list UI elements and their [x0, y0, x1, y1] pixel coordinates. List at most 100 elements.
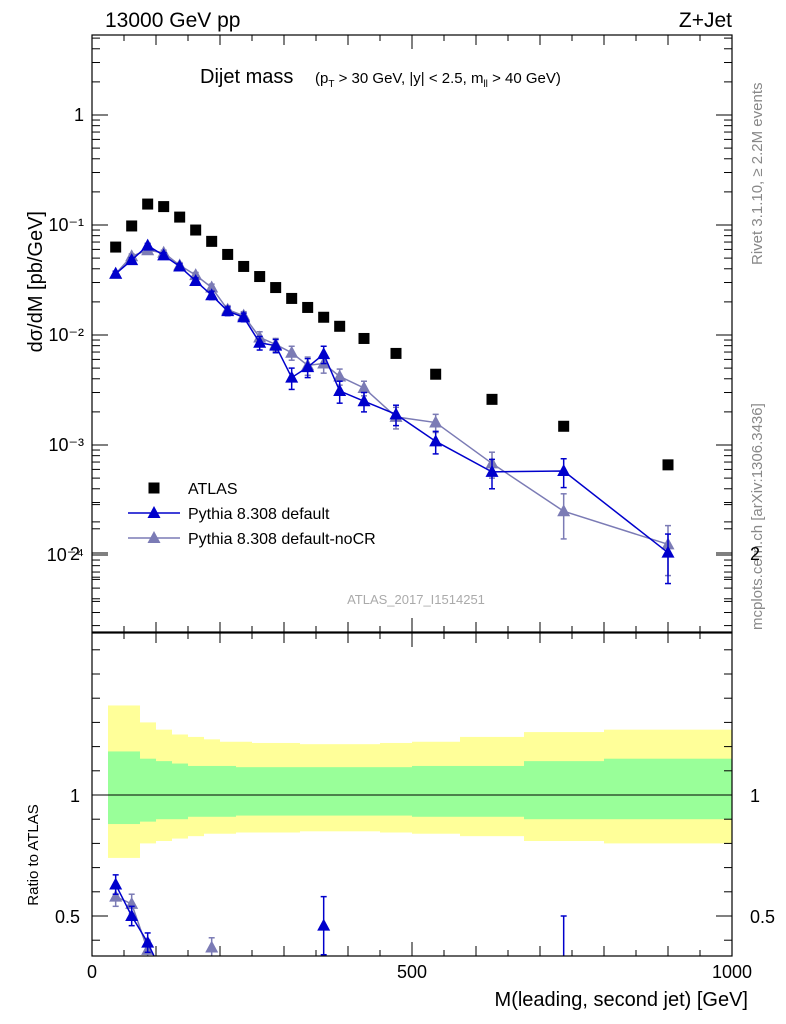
data-point-atlas [486, 393, 498, 405]
y-tick-label: 10⁻² [48, 325, 84, 345]
data-point-atlas [206, 235, 218, 247]
ratio-y-axis-label: Ratio to ATLAS [25, 804, 42, 905]
data-point-atlas [318, 311, 330, 323]
main-title: Dijet mass [200, 66, 293, 88]
ratio-point-default [125, 909, 139, 921]
data-point-atlas [358, 332, 370, 344]
legend-marker [147, 506, 161, 518]
ratio-band-inner [412, 765, 460, 817]
ratio-band-inner [156, 761, 172, 820]
y-tick-label: 10⁻⁴ [47, 545, 84, 565]
data-point-nocr [429, 415, 443, 428]
ratio-y-tick-label: 1 [70, 786, 80, 806]
ratio-band-inner [300, 767, 316, 816]
ratio-band-inner [284, 767, 300, 816]
ratio-band-inner [172, 763, 188, 820]
data-point-atlas [222, 248, 234, 260]
data-point-default [661, 545, 675, 558]
data-point-default [485, 464, 499, 477]
ratio-band-inner [124, 751, 140, 825]
data-point-default [189, 273, 203, 286]
ratio-y-tick-label: 1 [750, 786, 760, 806]
data-point-atlas [334, 320, 346, 332]
data-point-default [557, 464, 571, 477]
data-point-default [125, 253, 139, 266]
x-axis-label: M(leading, second jet) [GeV] [495, 989, 748, 1011]
process-label: Z+Jet [679, 9, 732, 32]
data-point-default [221, 304, 235, 317]
x-tick-label: 0 [87, 962, 97, 982]
x-tick-label: 500 [397, 962, 427, 982]
ratio-band-inner [460, 765, 524, 817]
legend-label: ATLAS [188, 481, 238, 498]
data-point-default [157, 248, 171, 261]
ratio-point-default [109, 877, 123, 890]
ratio-band-inner [348, 767, 380, 816]
ratio-y-tick-label: 0.5 [55, 907, 80, 927]
ratio-line-default [115, 884, 155, 956]
data-point-nocr [333, 369, 347, 382]
ratio-band-inner [188, 765, 204, 817]
data-point-nocr [357, 380, 371, 393]
ratio-band-inner [316, 767, 332, 816]
data-point-atlas [662, 459, 674, 471]
data-point-nocr [205, 280, 219, 293]
legend: ATLAS Pythia 8.308 default Pythia 8.308 de… [128, 481, 376, 548]
energy-label: 13000 GeV pp [105, 9, 240, 32]
data-point-default [429, 434, 443, 447]
data-point-atlas [126, 220, 138, 232]
data-point-default [141, 238, 155, 251]
analysis-tag: ATLAS_2017_I1514251 [347, 592, 485, 607]
data-point-atlas [270, 282, 282, 294]
data-point-default [333, 383, 347, 396]
legend-marker-atlas [148, 482, 160, 494]
data-point-atlas [110, 241, 122, 253]
data-point-default [109, 266, 123, 279]
y-tick-label: 10⁻¹ [48, 215, 84, 235]
legend-marker [147, 531, 161, 543]
ratio-band-inner [604, 758, 732, 820]
data-point-atlas [430, 368, 442, 380]
data-point-default [253, 335, 267, 348]
data-point-atlas [158, 201, 170, 213]
data-point-default [301, 360, 315, 373]
data-point-atlas [238, 260, 250, 272]
data-point-atlas [254, 271, 266, 283]
data-point-default [389, 407, 403, 420]
series-line-nocr [115, 249, 669, 546]
ratio-band-inner [140, 758, 156, 822]
mcplots-label: mcplots.cern.ch [arXiv:1306.3436] [749, 403, 766, 630]
y-tick-label: 1 [74, 105, 84, 125]
ratio-band-inner [332, 767, 348, 816]
ratio-band-inner [380, 767, 412, 816]
data-point-atlas [174, 211, 186, 223]
ratio-band-inner [220, 765, 236, 817]
ratio-y-tick-label: 2 [70, 544, 80, 564]
data-point-nocr [285, 345, 299, 358]
ratio-band-inner [268, 767, 284, 816]
data-point-atlas [142, 198, 154, 210]
data-point-atlas [286, 292, 298, 304]
ratio-point-nocr [109, 889, 123, 902]
ratio-y-tick-label: 0.5 [750, 907, 775, 927]
ratio-band-inner [204, 765, 220, 817]
ratio-band-inner [108, 751, 124, 825]
y-axis-label: dσ/dM [pb/GeV] [25, 211, 47, 352]
data-point-default [237, 310, 251, 323]
ratio-point-nocr [125, 896, 139, 909]
ratio-point-default [317, 918, 331, 931]
ratio-point-default [157, 970, 170, 982]
data-point-default [357, 394, 371, 407]
ratio-point-nocr [205, 940, 219, 953]
data-point-atlas [302, 301, 314, 313]
data-point-default [317, 347, 331, 360]
ratio-panel: 0 500 1000 0.5 0.5 1 1 2 2 Ratio to ATLAS M(lead… [25, 504, 775, 1011]
data-point-atlas [390, 347, 402, 359]
data-point-atlas [190, 224, 202, 236]
data-point-default [285, 370, 299, 383]
legend-label: Pythia 8.308 default [188, 506, 330, 523]
main-panel: 1 10⁻¹ 10⁻² 10⁻³ 10⁻⁴ Dijet mass (pT > 30 Ge… [25, 34, 733, 633]
y-tick-label: 10⁻³ [48, 435, 84, 455]
data-point-atlas [558, 420, 570, 432]
